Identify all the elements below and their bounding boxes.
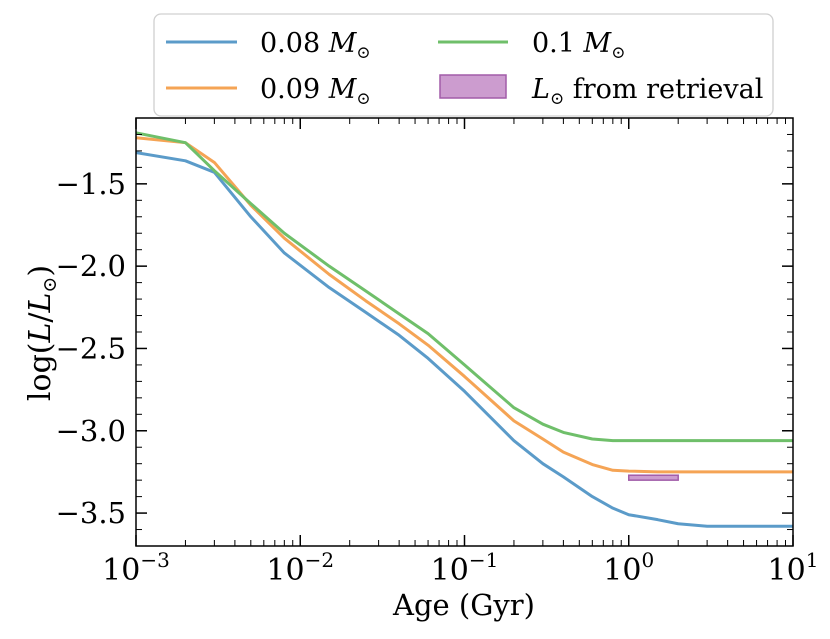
band-layer xyxy=(628,474,679,481)
retrieval-band xyxy=(628,474,679,481)
legend-label-0-09: 0.09 M⊙ xyxy=(260,74,371,109)
x-tick-labels: 10−3 10−2 10−1 100 101 xyxy=(102,548,818,588)
y-tick-label-4: −3.5 xyxy=(56,496,126,530)
x-tick-label-3: 100 xyxy=(603,548,654,588)
x-tick-label-1: 10−2 xyxy=(266,548,334,588)
legend-label-0-1: 0.1 M⊙ xyxy=(532,28,625,63)
series-line-0 xyxy=(136,151,793,528)
x-tick-label-2: 10−1 xyxy=(431,548,499,588)
x-tick-label-4: 101 xyxy=(768,548,819,588)
x-axis-label: Age (Gyr) xyxy=(392,588,535,622)
legend-patch-retrieval xyxy=(439,74,507,99)
series-layer xyxy=(136,131,793,528)
y-tick-label-3: −3.0 xyxy=(56,414,126,448)
series-line-1 xyxy=(136,136,793,474)
y-tick-labels: −1.5 −2.0 −2.5 −3.0 −3.5 xyxy=(56,167,126,530)
x-tick-label-0: 10−3 xyxy=(102,548,170,588)
y-tick-label-2: −2.5 xyxy=(56,331,126,365)
legend-label-retrieval: L⊙ from retrieval xyxy=(531,74,763,109)
ticks-layer xyxy=(135,117,794,547)
y-tick-label-1: −2.0 xyxy=(56,249,126,283)
legend-box xyxy=(153,13,774,117)
legend: 0.08 M⊙ 0.09 M⊙ 0.1 M⊙ L⊙ from retrieval xyxy=(153,13,774,117)
y-tick-label-0: −1.5 xyxy=(56,167,126,201)
plot-frame xyxy=(135,117,794,547)
series-line-2 xyxy=(136,131,793,443)
y-axis-label: log(L/L⊙) xyxy=(23,265,61,401)
legend-label-0-08: 0.08 M⊙ xyxy=(260,28,371,63)
